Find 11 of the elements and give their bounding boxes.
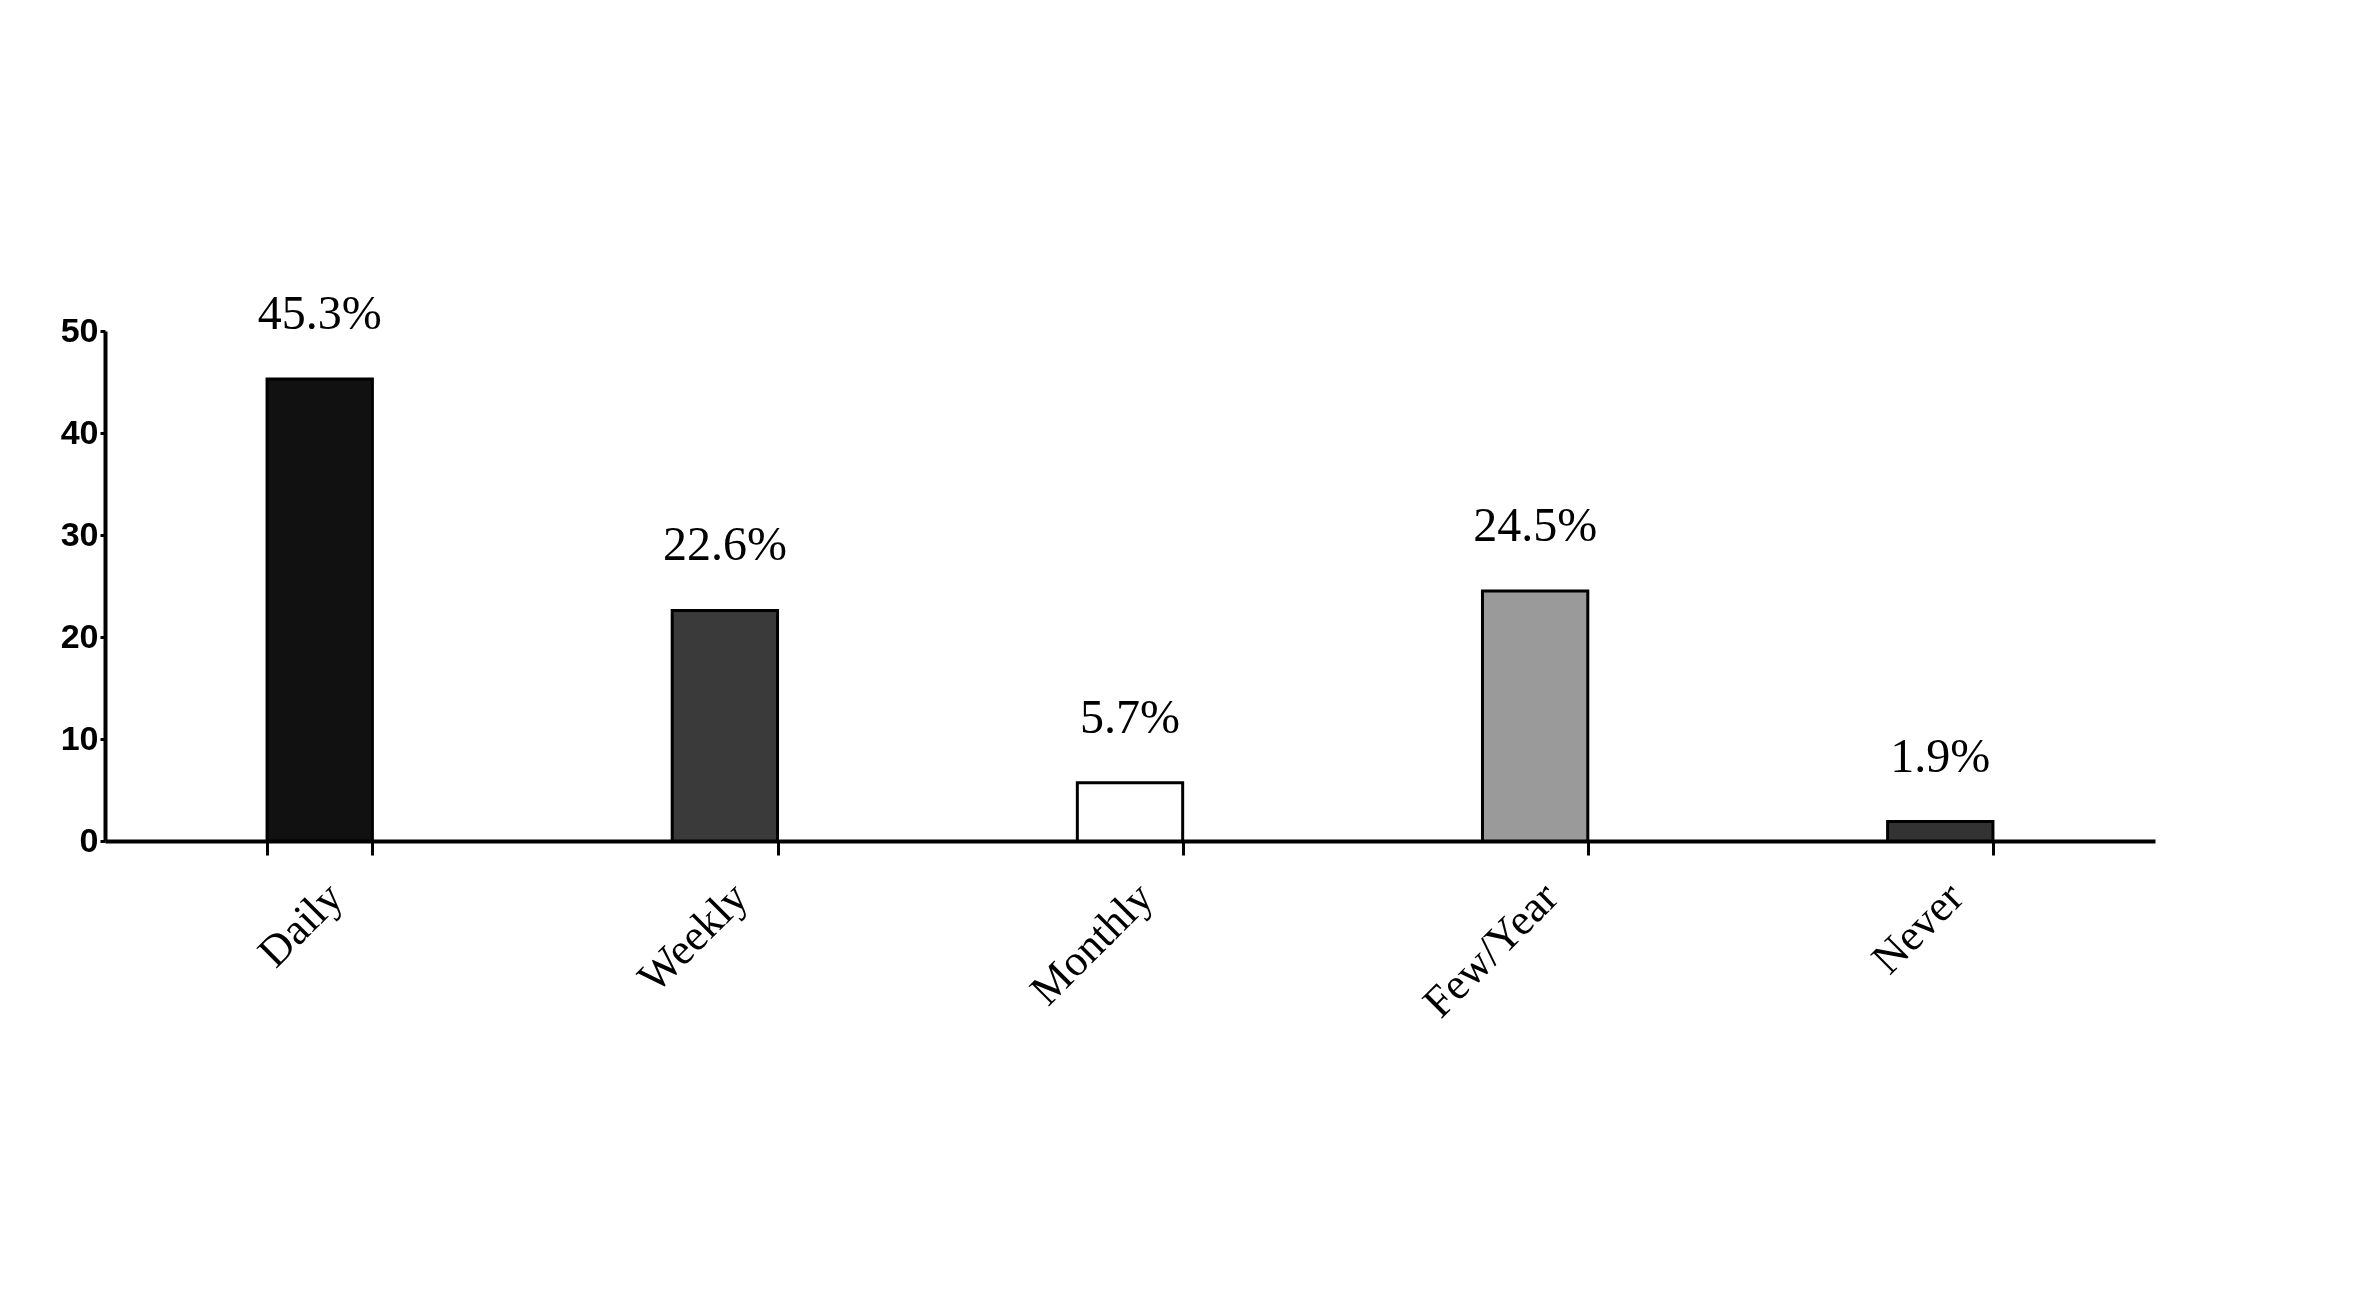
y-tick-label: 50 xyxy=(60,310,99,349)
y-tick-label: 10 xyxy=(60,718,99,757)
y-tick-label: 0 xyxy=(79,820,99,859)
y-tick-label: 30 xyxy=(60,514,99,553)
data-label: 22.6% xyxy=(662,517,787,571)
data-label: 24.5% xyxy=(1473,498,1598,552)
data-label: 5.7% xyxy=(1080,689,1180,743)
data-label: 45.3% xyxy=(257,285,382,339)
y-tick-label: 20 xyxy=(60,616,99,655)
y-tick-label: 40 xyxy=(60,412,99,451)
data-label: 1.9% xyxy=(1890,728,1991,782)
